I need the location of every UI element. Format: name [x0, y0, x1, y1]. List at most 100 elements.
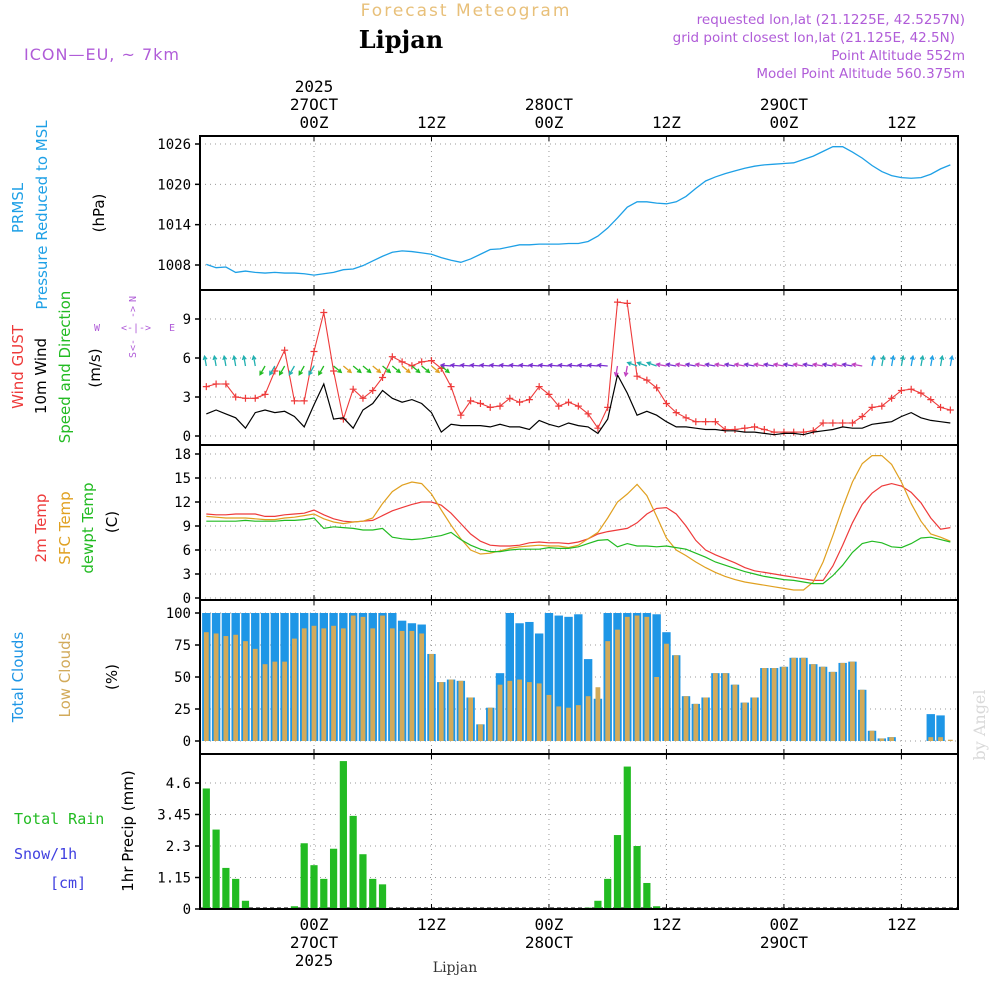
gust-point: [535, 383, 543, 391]
top-time-label: 12Z: [887, 113, 916, 132]
gust-point: [613, 298, 621, 306]
low-cloud-bar: [340, 628, 346, 741]
low-cloud-bar: [380, 615, 385, 741]
rain-bar: [310, 865, 318, 909]
wind-direction-arrow: [251, 354, 257, 367]
total-cloud-bar: [564, 616, 573, 741]
gust-point: [486, 403, 494, 411]
time-hour: 00Z: [535, 915, 564, 934]
gust-point: [222, 380, 230, 388]
wind-title: 10m Wind: [32, 338, 50, 414]
compass-east: E: [169, 323, 175, 334]
rain-bar: [300, 843, 308, 909]
direction-title: Speed and Direction: [56, 291, 74, 444]
gust-point: [300, 397, 308, 405]
precip-ylabel: 1hr Precip (mm): [119, 770, 137, 891]
gust-point: [574, 402, 582, 410]
time-date: 28OCT: [525, 933, 574, 952]
pressure-ylabel: (hPa): [90, 194, 108, 233]
compass-arrow-down: <-: [128, 339, 139, 351]
low-cloud-bar: [781, 666, 787, 741]
rain-bar: [222, 867, 230, 909]
wind-direction-arrow: [870, 354, 876, 367]
wind-direction-arrows: [202, 354, 954, 378]
gust-point: [379, 374, 387, 381]
wind-direction-arrow: [645, 361, 657, 367]
gust-point: [330, 367, 338, 375]
sfc-temp-series-line: [206, 455, 951, 591]
rain-bar: [232, 878, 240, 909]
wind-direction-arrow: [949, 354, 954, 367]
wind-direction-arrow: [684, 362, 696, 368]
snow-title: Snow/1h: [14, 845, 77, 863]
wind-direction-arrow: [596, 362, 608, 368]
panel-pressure: 1008 1014 1020 1026: [157, 136, 958, 290]
wind-direction-arrow: [636, 361, 648, 367]
gust-point: [555, 402, 563, 410]
compass-south: S: [128, 352, 139, 358]
top-time-label: 12Z: [652, 113, 681, 132]
wind-direction-arrow: [557, 362, 569, 368]
credit-watermark: by Angel: [970, 689, 989, 760]
rain-bar: [202, 788, 210, 909]
wind-direction-arrow: [498, 362, 510, 368]
wind-direction-arrow: [890, 354, 896, 367]
gust-point: [848, 419, 856, 427]
wind-direction-arrow: [382, 365, 392, 374]
ytick-label: 1014: [157, 218, 191, 234]
low-cloud-bar: [468, 697, 474, 741]
wind-direction-arrow: [342, 365, 353, 374]
gust-point: [261, 390, 269, 398]
gust-point: [369, 387, 377, 394]
ytick-label: 3: [183, 390, 191, 406]
low-cloud-bar: [292, 638, 297, 741]
gust-point: [731, 426, 739, 433]
low-cloud-bar: [223, 636, 229, 741]
gust-point: [702, 418, 710, 426]
rain-bar: [359, 854, 367, 909]
low-cloud-bar: [252, 648, 258, 741]
wind-direction-arrow: [733, 362, 745, 368]
time-date: 27OCT: [290, 933, 339, 952]
wind-direction-arrow: [469, 362, 481, 368]
low-cloud-bar: [830, 671, 836, 741]
compass-north: N: [128, 296, 139, 302]
clouds-ylabel: (%): [103, 664, 121, 690]
temp2m-title: 2m Temp: [32, 494, 50, 563]
low-cloud-bar: [624, 616, 630, 741]
time-date: 28OCT: [525, 95, 574, 114]
wind-direction-arrow: [527, 362, 540, 368]
top-time-label: 12Z: [417, 113, 446, 132]
gust-point: [506, 394, 514, 402]
model-label: ICON—EU, ~ 7km: [24, 45, 180, 64]
wind-direction-arrow: [232, 354, 237, 367]
wind-ylabel: (m/s): [86, 348, 104, 387]
low-cloud-bar: [243, 641, 248, 741]
total-cloud-bar: [574, 614, 583, 741]
gust-point: [427, 357, 435, 365]
low-cloud-bar: [810, 664, 816, 741]
rain-title: Total Rain: [14, 810, 104, 828]
low-cloud-bar: [233, 634, 239, 741]
wind-direction-arrow: [713, 362, 726, 368]
low-cloud-bar: [654, 677, 660, 741]
low-cloud-bar: [585, 696, 591, 741]
total-cloud-bar: [926, 714, 935, 741]
ytick-label: 100: [166, 606, 191, 622]
low-cloud-bar: [673, 655, 679, 741]
rain-bar: [290, 906, 299, 909]
wind-direction-arrow: [439, 362, 452, 368]
gust-point: [692, 418, 700, 426]
panel-wind: 0 3 6 9: [183, 290, 958, 445]
wind-direction-arrow: [537, 362, 550, 368]
ytick-label: 0: [183, 734, 191, 750]
rain-bar: [378, 884, 387, 909]
wind-series-line: [206, 373, 951, 436]
total-cloud-bar: [936, 715, 945, 741]
wind-direction-arrow: [298, 365, 305, 376]
